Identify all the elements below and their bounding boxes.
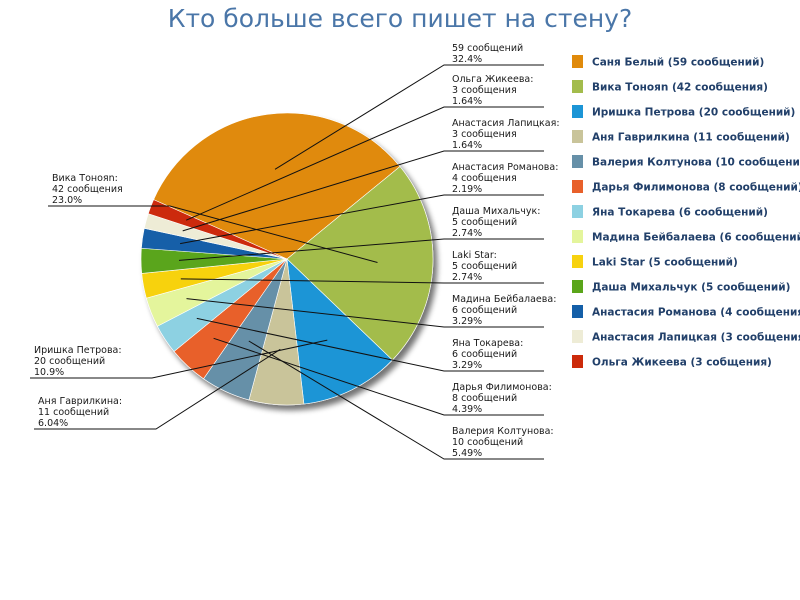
slice-label-5-line-2: 10 сообщений [452, 437, 523, 448]
slice-label-5-line-1: Валерия Колтунова: [452, 426, 554, 437]
legend-item-2[interactable]: Вика Тонояn (42 сообщения) [592, 82, 768, 94]
slice-label-2-line-1: Вика Тонояn: [52, 173, 118, 184]
slice-label-1-line-2: 32.4% [452, 54, 482, 65]
legend-item-5[interactable]: Валерия Колтунова (10 сообщений) [592, 157, 800, 169]
slice-label-11-line-3: 2.19% [452, 184, 482, 195]
slice-label-11-line-2: 4 сообщения [452, 173, 517, 184]
slice-label-9-line-2: 5 сообщений [452, 261, 517, 272]
legend-item-13[interactable]: Ольга Жикеева (3 собщения) [592, 357, 772, 369]
slice-label-9-line-3: 2.74% [452, 272, 482, 283]
leader-line-6 [213, 337, 544, 416]
legend-swatch-6 [572, 180, 583, 193]
slice-label-8-line-1: Мадина Бейбалаева: [452, 294, 556, 305]
chart-title: Кто больше всего пишет на стену? [167, 4, 633, 33]
legend-swatch-9 [572, 255, 583, 268]
slice-label-8-line-3: 3.29% [452, 316, 482, 327]
slice-label-10-line-1: Даша Михальчук: [452, 206, 540, 217]
slice-label-9-line-1: Laki Star: [452, 250, 497, 261]
slice-label-13-line-3: 1.64% [452, 96, 482, 107]
slice-label-10-line-3: 2.74% [452, 228, 482, 239]
slice-label-8-line-2: 6 сообщений [452, 305, 517, 316]
leader-line-10 [178, 238, 544, 261]
legend-item-3[interactable]: Иришка Петрова (20 сообщений) [592, 107, 795, 119]
legend-swatch-12 [572, 330, 583, 343]
legend-swatch-4 [572, 130, 583, 143]
legend-item-9[interactable]: Laki Star (5 сообщений) [592, 257, 738, 269]
leader-line-2 [48, 205, 378, 263]
leader-line-8 [186, 298, 544, 328]
leader-line-4 [34, 348, 281, 430]
legend-swatch-7 [572, 205, 583, 218]
leader-line-1 [274, 64, 544, 170]
legend-item-7[interactable]: Яна Токарева (6 сообщений) [592, 207, 768, 219]
leader-line-7 [196, 317, 544, 372]
leader-line-5 [248, 340, 544, 460]
legend-item-8[interactable]: Мадина Бейбалаева (6 сообщений) [592, 232, 800, 244]
slice-label-7-line-2: 6 сообщений [452, 349, 517, 360]
leader-line-12 [182, 150, 544, 232]
slice-label-4-line-1: Аня Гаврилкина: [38, 396, 122, 407]
slice-label-11-line-1: Анастасия Романова: [452, 162, 558, 173]
slice-label-2-line-3: 23.0% [52, 195, 82, 206]
slice-label-13-line-2: 3 сообщения [452, 85, 517, 96]
slice-label-7-line-1: Яна Токарева: [452, 338, 523, 349]
legend-swatch-3 [572, 105, 583, 118]
slice-label-12-line-2: 3 сообщения [452, 129, 517, 140]
slice-label-6-line-1: Дарья Филимонова: [452, 382, 552, 393]
slice-13 [147, 199, 288, 260]
legend-swatch-10 [572, 280, 583, 293]
slice-label-1-line-1: 59 сообщений [452, 43, 523, 54]
legend-swatch-1 [572, 55, 583, 68]
slice-label-10-line-2: 5 сообщений [452, 217, 517, 228]
slice-2 [286, 166, 434, 361]
legend-item-12[interactable]: Анастасия Лапицкая (3 сообщения) [592, 332, 800, 344]
slice-label-3-line-3: 10.9% [34, 367, 64, 378]
legend-item-11[interactable]: Анастасия Романова (4 сообщения) [592, 307, 800, 319]
slice-3 [286, 258, 393, 405]
slice-label-3-line-1: Иришка Петрова: [34, 345, 122, 356]
legend-swatch-11 [572, 305, 583, 318]
legend-item-10[interactable]: Даша Михальчук (5 сообщений) [592, 282, 790, 294]
legend-item-6[interactable]: Дарья Филимонова (8 сообщений) [592, 182, 800, 194]
legend-item-1[interactable]: Саня Белый (59 сообщений) [592, 57, 764, 69]
slice-label-6-line-3: 4.39% [452, 404, 482, 415]
legend-swatch-13 [572, 355, 583, 368]
leader-line-9 [180, 278, 544, 284]
slice-label-12-line-1: Анастасия Лапицкая: [452, 118, 560, 129]
slice-label-4-line-2: 11 сообщений [38, 407, 109, 418]
slice-label-5-line-3: 5.49% [452, 448, 482, 459]
slice-label-6-line-2: 8 сообщений [452, 393, 517, 404]
legend-swatch-2 [572, 80, 583, 93]
leader-line-13 [185, 106, 544, 221]
slice-label-12-line-3: 1.64% [452, 140, 482, 151]
slice-label-4-line-3: 6.04% [38, 418, 68, 429]
slice-label-13-line-1: Ольга Жикеева: [452, 74, 533, 85]
slice-label-2-line-2: 42 сообщения [52, 184, 123, 195]
legend-swatch-8 [572, 230, 583, 243]
slice-label-7-line-3: 3.29% [452, 360, 482, 371]
slice-label-3-line-2: 20 сообщений [34, 356, 105, 367]
leader-line-11 [180, 194, 544, 245]
legend-item-4[interactable]: Аня Гаврилкина (11 сообщений) [592, 132, 790, 144]
legend-swatch-5 [572, 155, 583, 168]
slice-1 [153, 112, 401, 260]
